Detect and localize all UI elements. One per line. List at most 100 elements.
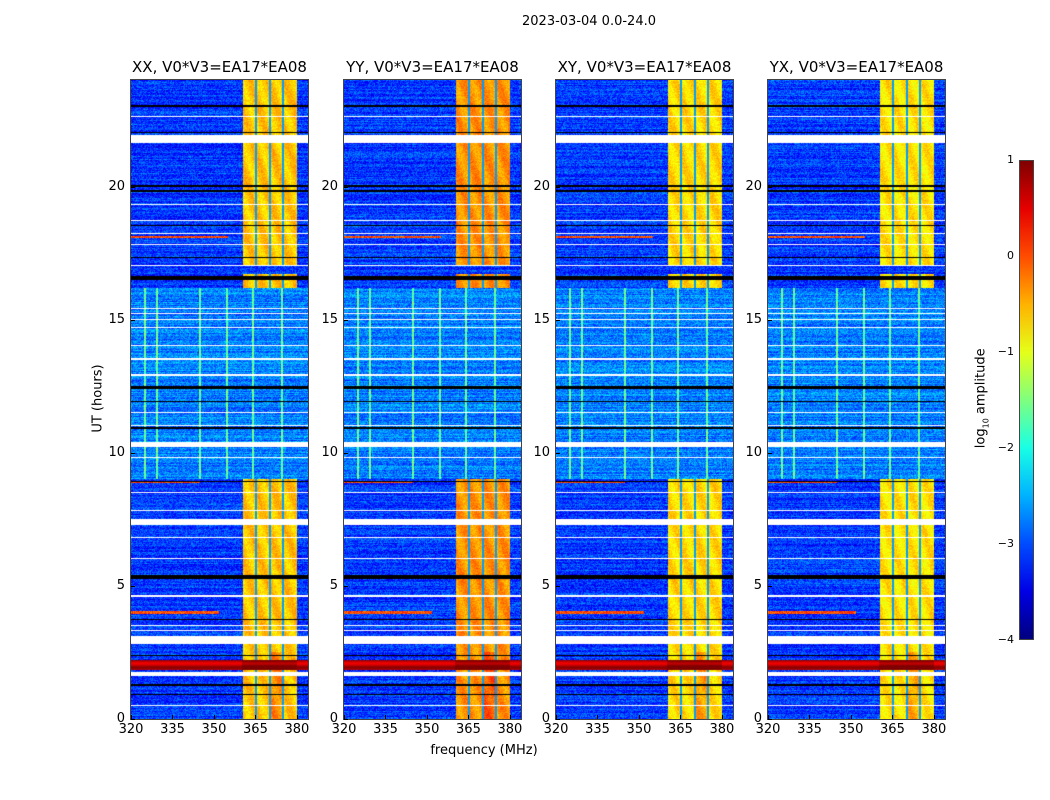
x-tick-mark [638,715,640,719]
x-tick-label: 335 [585,722,610,737]
spectrogram-panel-yy: YY, V0*V3=EA17*EA08 0 5 10 15 20 320 335 350 365… [321,58,522,737]
y-tick-mark [344,585,348,587]
y-tick-label: 5 [329,577,338,593]
y-tick-mark [768,719,772,720]
y-tick-mark [131,452,135,454]
figure-title: 2023-03-04 0.0-24.0 [522,14,656,29]
y-tick-label: 20 [745,178,762,194]
y-tick-label: 20 [321,178,338,194]
axes-frame [767,79,946,720]
axes-frame [130,79,309,720]
x-tick-mark [509,715,511,719]
x-tick-label: 320 [755,722,781,737]
y-tick-mark [556,719,560,720]
y-tick-mark [131,719,135,720]
y-tick-label: 20 [533,178,550,194]
x-tick-label: 365 [880,722,905,737]
y-tick-mark [344,452,348,454]
panel-title: YX, V0*V3=EA17*EA08 [769,58,944,76]
y-tick-label: 10 [321,444,338,460]
y-tick-mark [344,319,348,321]
x-tick-label: 350 [414,722,440,737]
x-tick-mark [850,715,852,719]
y-tick-mark [556,319,560,321]
colorbar-tick-label: −3 [997,537,1014,550]
x-tick-label: 365 [456,722,481,737]
heatmap-image [131,80,308,719]
x-tick-mark [213,715,215,719]
panel-title: YY, V0*V3=EA17*EA08 [346,58,519,76]
heatmap-image [556,80,733,719]
x-tick-mark [809,715,811,719]
axes-frame [343,79,522,720]
y-axis-label: UT (hours) [90,364,106,433]
x-tick-mark [172,715,174,719]
x-tick-label: 365 [668,722,693,737]
y-tick-label: 15 [108,311,125,327]
x-tick-label: 350 [838,722,864,737]
x-tick-mark [255,715,257,719]
y-tick-mark [131,585,135,587]
x-tick-mark [933,715,935,719]
colorbar-tick-label: 0 [1007,249,1014,262]
axes-frame [555,79,734,720]
colorbar-tick-label: −2 [997,441,1014,454]
y-tick-mark [768,186,772,188]
y-tick-label: 10 [745,444,762,460]
y-tick-label: 0 [541,711,550,726]
x-tick-mark [296,715,298,719]
x-tick-label: 350 [626,722,652,737]
x-tick-label: 380 [709,722,735,737]
y-tick-mark [768,452,772,454]
x-tick-label: 335 [160,722,185,737]
x-tick-mark [597,715,599,719]
x-tick-mark [721,715,723,719]
y-tick-mark [131,186,135,188]
x-tick-label: 320 [118,722,144,737]
heatmap-image [344,80,521,719]
y-tick-mark [131,319,135,321]
colorbar-tick-label: −1 [997,345,1014,358]
y-tick-label: 0 [753,711,762,726]
y-tick-label: 5 [541,577,550,593]
x-tick-mark [768,715,769,719]
y-tick-label: 5 [116,577,125,593]
y-tick-label: 20 [108,178,125,194]
x-tick-mark [426,715,428,719]
y-tick-mark [556,186,560,188]
x-tick-label: 380 [284,722,310,737]
x-tick-label: 365 [243,722,268,737]
spectrogram-panel-yx: YX, V0*V3=EA17*EA08 0 5 10 15 20 320 335 350 365… [745,58,946,737]
x-tick-mark [892,715,894,719]
spectrogram-panel-xx: XX, V0*V3=EA17*EA08 0 5 10 15 20 320 335 350 365… [108,58,309,737]
x-tick-mark [131,715,132,719]
x-tick-mark [680,715,682,719]
y-tick-label: 0 [329,711,338,726]
x-tick-label: 335 [373,722,398,737]
x-tick-label: 350 [201,722,227,737]
y-tick-label: 0 [116,711,125,726]
x-tick-mark [385,715,387,719]
x-tick-mark [556,715,557,719]
x-tick-label: 320 [543,722,569,737]
y-tick-label: 15 [321,311,338,327]
y-tick-label: 10 [533,444,550,460]
y-tick-label: 15 [533,311,550,327]
heatmap-image [768,80,945,719]
x-tick-label: 380 [921,722,947,737]
panel-title: XY, V0*V3=EA17*EA08 [557,58,732,76]
x-tick-mark [344,715,345,719]
y-tick-label: 10 [108,444,125,460]
colorbar-tick-label: 1 [1007,153,1014,166]
x-tick-label: 335 [797,722,822,737]
colorbar [1019,160,1034,640]
y-tick-mark [556,452,560,454]
x-axis-label: frequency (MHz) [430,743,538,758]
y-tick-mark [344,719,348,720]
x-tick-mark [468,715,470,719]
colorbar-tick-label: −4 [997,633,1014,646]
y-tick-mark [556,585,560,587]
y-tick-mark [344,186,348,188]
y-tick-label: 5 [753,577,762,593]
x-tick-label: 320 [331,722,357,737]
